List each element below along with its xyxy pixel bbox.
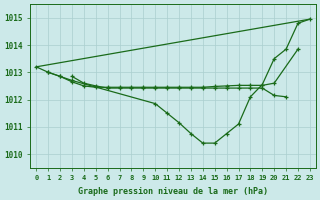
X-axis label: Graphe pression niveau de la mer (hPa): Graphe pression niveau de la mer (hPa) (78, 187, 268, 196)
